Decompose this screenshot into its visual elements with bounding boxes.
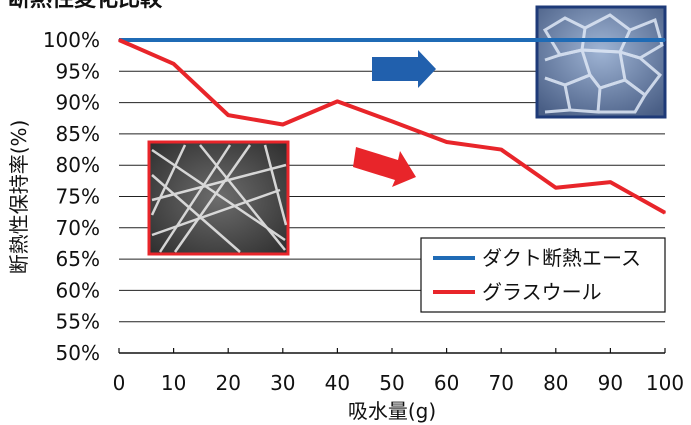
y-tick-label: 85% bbox=[56, 122, 100, 146]
y-tick-label: 50% bbox=[56, 341, 100, 365]
x-tick-label: 50 bbox=[379, 371, 404, 395]
x-tick-label: 20 bbox=[215, 371, 240, 395]
data-point bbox=[445, 39, 448, 41]
data-point bbox=[118, 39, 120, 41]
fiber-photo-inset bbox=[147, 140, 290, 256]
data-point bbox=[172, 39, 175, 41]
x-tick-label: 100 bbox=[646, 371, 684, 395]
y-tick-label: 65% bbox=[56, 247, 100, 271]
legend: ダクト断熱エース グラスウール bbox=[420, 237, 666, 313]
axes bbox=[118, 348, 666, 354]
x-tick-labels: 0 10 20 30 40 50 60 70 80 90 100 bbox=[113, 371, 684, 395]
foam-photo-inset bbox=[535, 5, 667, 119]
fiber-strands bbox=[150, 144, 288, 253]
x-tick-label: 0 bbox=[113, 371, 126, 395]
x-tick-label: 10 bbox=[161, 371, 186, 395]
data-point bbox=[500, 39, 503, 41]
data-point bbox=[555, 186, 557, 189]
data-point bbox=[445, 141, 448, 143]
legend-label-glasswool: グラスウール bbox=[482, 280, 602, 304]
y-tick-label: 100% bbox=[43, 28, 100, 52]
data-point bbox=[282, 123, 284, 126]
x-tick-label: 30 bbox=[270, 371, 295, 395]
data-point bbox=[391, 120, 393, 123]
legend-box bbox=[420, 237, 666, 313]
data-point bbox=[227, 39, 229, 41]
data-point bbox=[391, 39, 393, 41]
chart-title: 断熱性変化比較 bbox=[8, 0, 163, 12]
y-tick-label: 90% bbox=[56, 91, 100, 115]
data-point bbox=[172, 62, 175, 65]
y-tick-label: 95% bbox=[56, 59, 100, 83]
data-point bbox=[500, 148, 503, 151]
data-point bbox=[336, 39, 339, 41]
y-tick-label: 70% bbox=[56, 216, 100, 240]
data-point bbox=[227, 114, 229, 116]
legend-label-ace: ダクト断熱エース bbox=[482, 246, 641, 270]
y-tick-labels: 50% 55% 60% 65% 70% 75% 80% 85% 90% 95% 100% bbox=[43, 28, 100, 365]
x-tick-label: 40 bbox=[325, 371, 350, 395]
x-axis-label: 吸水量(g) bbox=[348, 399, 436, 423]
x-tick-label: 80 bbox=[543, 371, 568, 395]
y-tick-label: 55% bbox=[56, 310, 100, 334]
y-tick-label: 60% bbox=[56, 278, 100, 302]
data-point bbox=[282, 39, 284, 41]
y-tick-label: 75% bbox=[56, 185, 100, 209]
data-point bbox=[664, 211, 666, 214]
data-point bbox=[336, 100, 339, 103]
data-point bbox=[609, 181, 612, 183]
data-point bbox=[664, 39, 666, 41]
data-point bbox=[555, 39, 557, 41]
series-lines bbox=[118, 38, 666, 215]
red-arrow bbox=[353, 147, 416, 187]
y-axis-label: 断熱性保持率(%) bbox=[7, 120, 31, 275]
foam-cells bbox=[542, 13, 664, 114]
blue-arrow bbox=[372, 50, 436, 88]
x-tick-label: 70 bbox=[488, 371, 513, 395]
data-point bbox=[609, 39, 612, 41]
x-tick-label: 60 bbox=[434, 371, 459, 395]
y-tick-label: 80% bbox=[56, 153, 100, 177]
x-tick-label: 90 bbox=[598, 371, 623, 395]
